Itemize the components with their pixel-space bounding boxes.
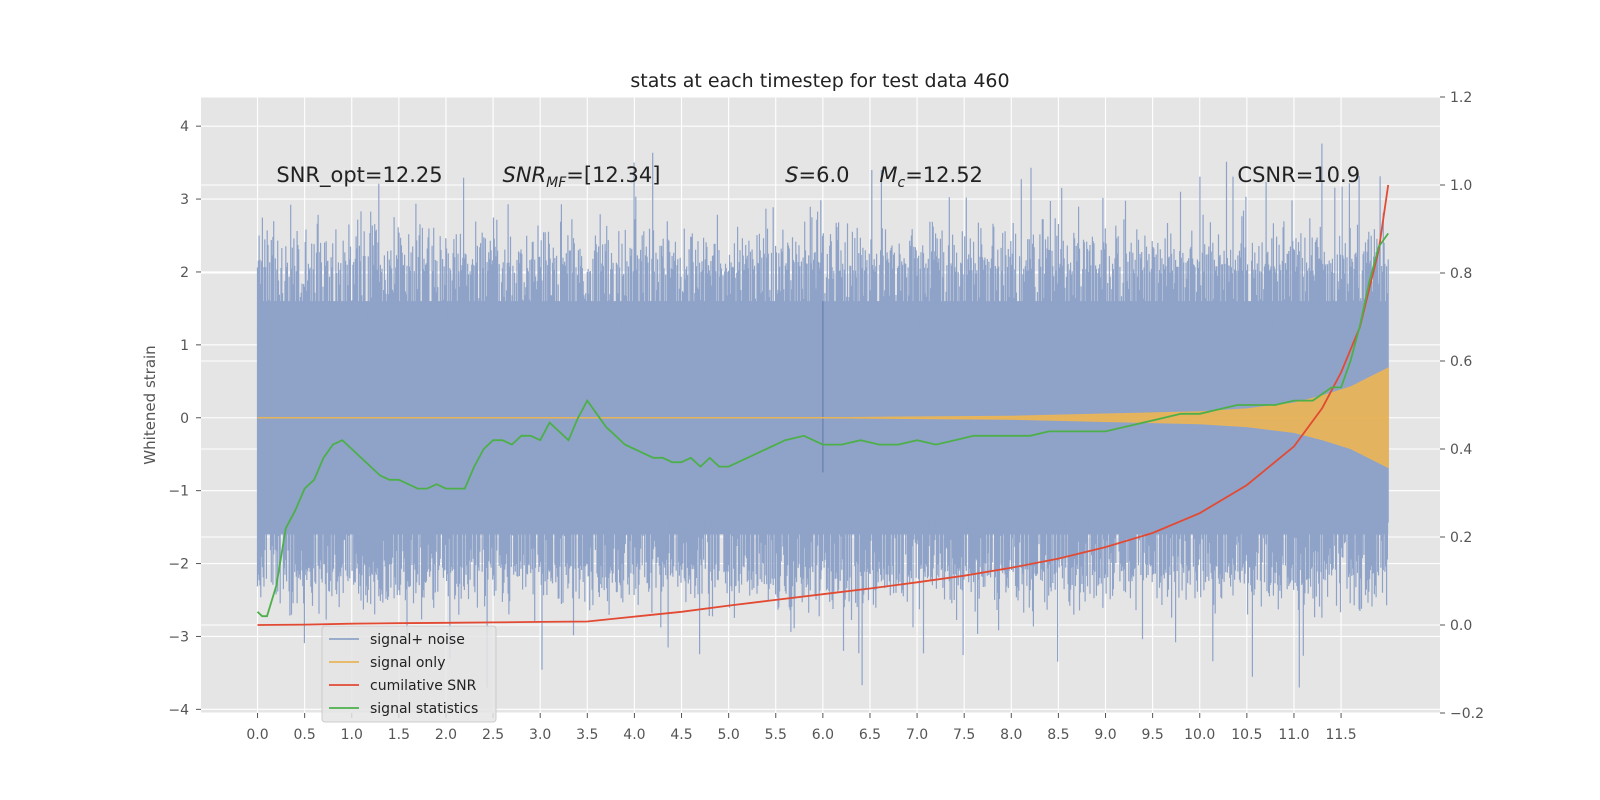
x-tick-label: 9.5 bbox=[1141, 727, 1163, 743]
y-axis-label: Whitened strain bbox=[141, 345, 159, 464]
x-tick-label: 4.0 bbox=[623, 727, 645, 743]
y2-tick-label: 0.6 bbox=[1450, 354, 1472, 370]
annotation-text: SNRMF=[12.34] bbox=[503, 163, 661, 191]
axes: 0.0 0.5 1.0 1.5 2.0 2.5 3.0 3.5 4.0 4.5 5.0 5.5 6.0 6… bbox=[168, 90, 1484, 743]
x-tick-label: 2.5 bbox=[482, 727, 504, 743]
x-tick-label: 3.5 bbox=[576, 727, 598, 743]
y2-tick-label: −0.2 bbox=[1450, 706, 1484, 722]
annotation-symbol: S bbox=[785, 163, 798, 187]
annotation-text: Mc=12.52 bbox=[879, 163, 983, 191]
x-tick-label: 6.5 bbox=[859, 727, 881, 743]
legend-label: signal statistics bbox=[370, 701, 478, 717]
y2-tick-label: 0.0 bbox=[1450, 618, 1472, 634]
cumulative-snr-line bbox=[257, 184, 1390, 626]
y-tick-label: −1 bbox=[168, 484, 189, 500]
y-tick-label: 3 bbox=[180, 192, 189, 208]
annotation-symbol: SNR bbox=[503, 163, 547, 187]
annotation-symbol: M bbox=[879, 163, 897, 187]
annotation-value: =6.0 bbox=[799, 163, 850, 187]
x-tick-label: 0.5 bbox=[294, 727, 316, 743]
x-tick-label: 0.0 bbox=[246, 727, 268, 743]
x-tick-label: 1.5 bbox=[388, 727, 410, 743]
plot-data bbox=[256, 143, 1390, 688]
y-tick-label: 0 bbox=[180, 411, 189, 427]
legend-label: signal+ noise bbox=[370, 632, 465, 648]
annotation-subscript: MF bbox=[546, 175, 567, 191]
y-tick-label: 2 bbox=[180, 265, 189, 281]
y2-tick-label: 0.2 bbox=[1450, 530, 1472, 546]
annotations: SNR_opt=12.25 SNRMF=[12.34] S=6.0 Mc=12.52 C… bbox=[276, 163, 1360, 191]
y-tick-label: −4 bbox=[168, 702, 189, 718]
x-tick-label: 4.5 bbox=[670, 727, 692, 743]
x-tick-label: 7.0 bbox=[906, 727, 928, 743]
x-tick-label: 3.0 bbox=[529, 727, 551, 743]
x-tick-label: 2.0 bbox=[435, 727, 457, 743]
x-tick-label: 7.5 bbox=[953, 727, 975, 743]
y2-tick-label: 0.4 bbox=[1450, 442, 1472, 458]
legend-label: cumilative SNR bbox=[370, 678, 477, 694]
x-tick-label: 8.0 bbox=[1000, 727, 1022, 743]
x-tick-label: 5.5 bbox=[765, 727, 787, 743]
y2-tick-label: 1.0 bbox=[1450, 178, 1472, 194]
x-tick-label: 11.5 bbox=[1325, 727, 1356, 743]
chart-title: stats at each timestep for test data 460 bbox=[630, 70, 1009, 92]
annotation-text: SNR_opt=12.25 bbox=[276, 163, 442, 188]
y-tick-label: 4 bbox=[180, 119, 189, 135]
x-tick-label: 11.0 bbox=[1278, 727, 1309, 743]
y-tick-label: 1 bbox=[180, 338, 189, 354]
annotation-text: S=6.0 bbox=[785, 163, 849, 187]
legend-label: signal only bbox=[370, 655, 445, 671]
x-tick-label: 8.5 bbox=[1047, 727, 1069, 743]
x-tick-label: 1.0 bbox=[341, 727, 363, 743]
annotation-value: =12.52 bbox=[905, 163, 983, 187]
y2-tick-label: 0.8 bbox=[1450, 266, 1472, 282]
x-tick-label: 5.0 bbox=[718, 727, 740, 743]
legend: signal+ noise signal only cumilative SNR si… bbox=[321, 625, 497, 723]
annotation-subscript: c bbox=[898, 175, 906, 191]
y2-tick-label: 1.2 bbox=[1450, 90, 1472, 106]
signal-statistics-line bbox=[256, 232, 1389, 618]
legend-box bbox=[321, 625, 497, 723]
annotation-value: =[12.34] bbox=[566, 163, 660, 187]
x-tick-label: 9.0 bbox=[1094, 727, 1116, 743]
x-tick-label: 6.0 bbox=[812, 727, 834, 743]
x-tick-label: 10.0 bbox=[1184, 727, 1215, 743]
y-tick-label: −2 bbox=[168, 557, 189, 573]
y-tick-label: −3 bbox=[168, 629, 189, 645]
x-tick-label: 10.5 bbox=[1231, 727, 1262, 743]
annotation-text: CSNR=10.9 bbox=[1237, 163, 1360, 187]
